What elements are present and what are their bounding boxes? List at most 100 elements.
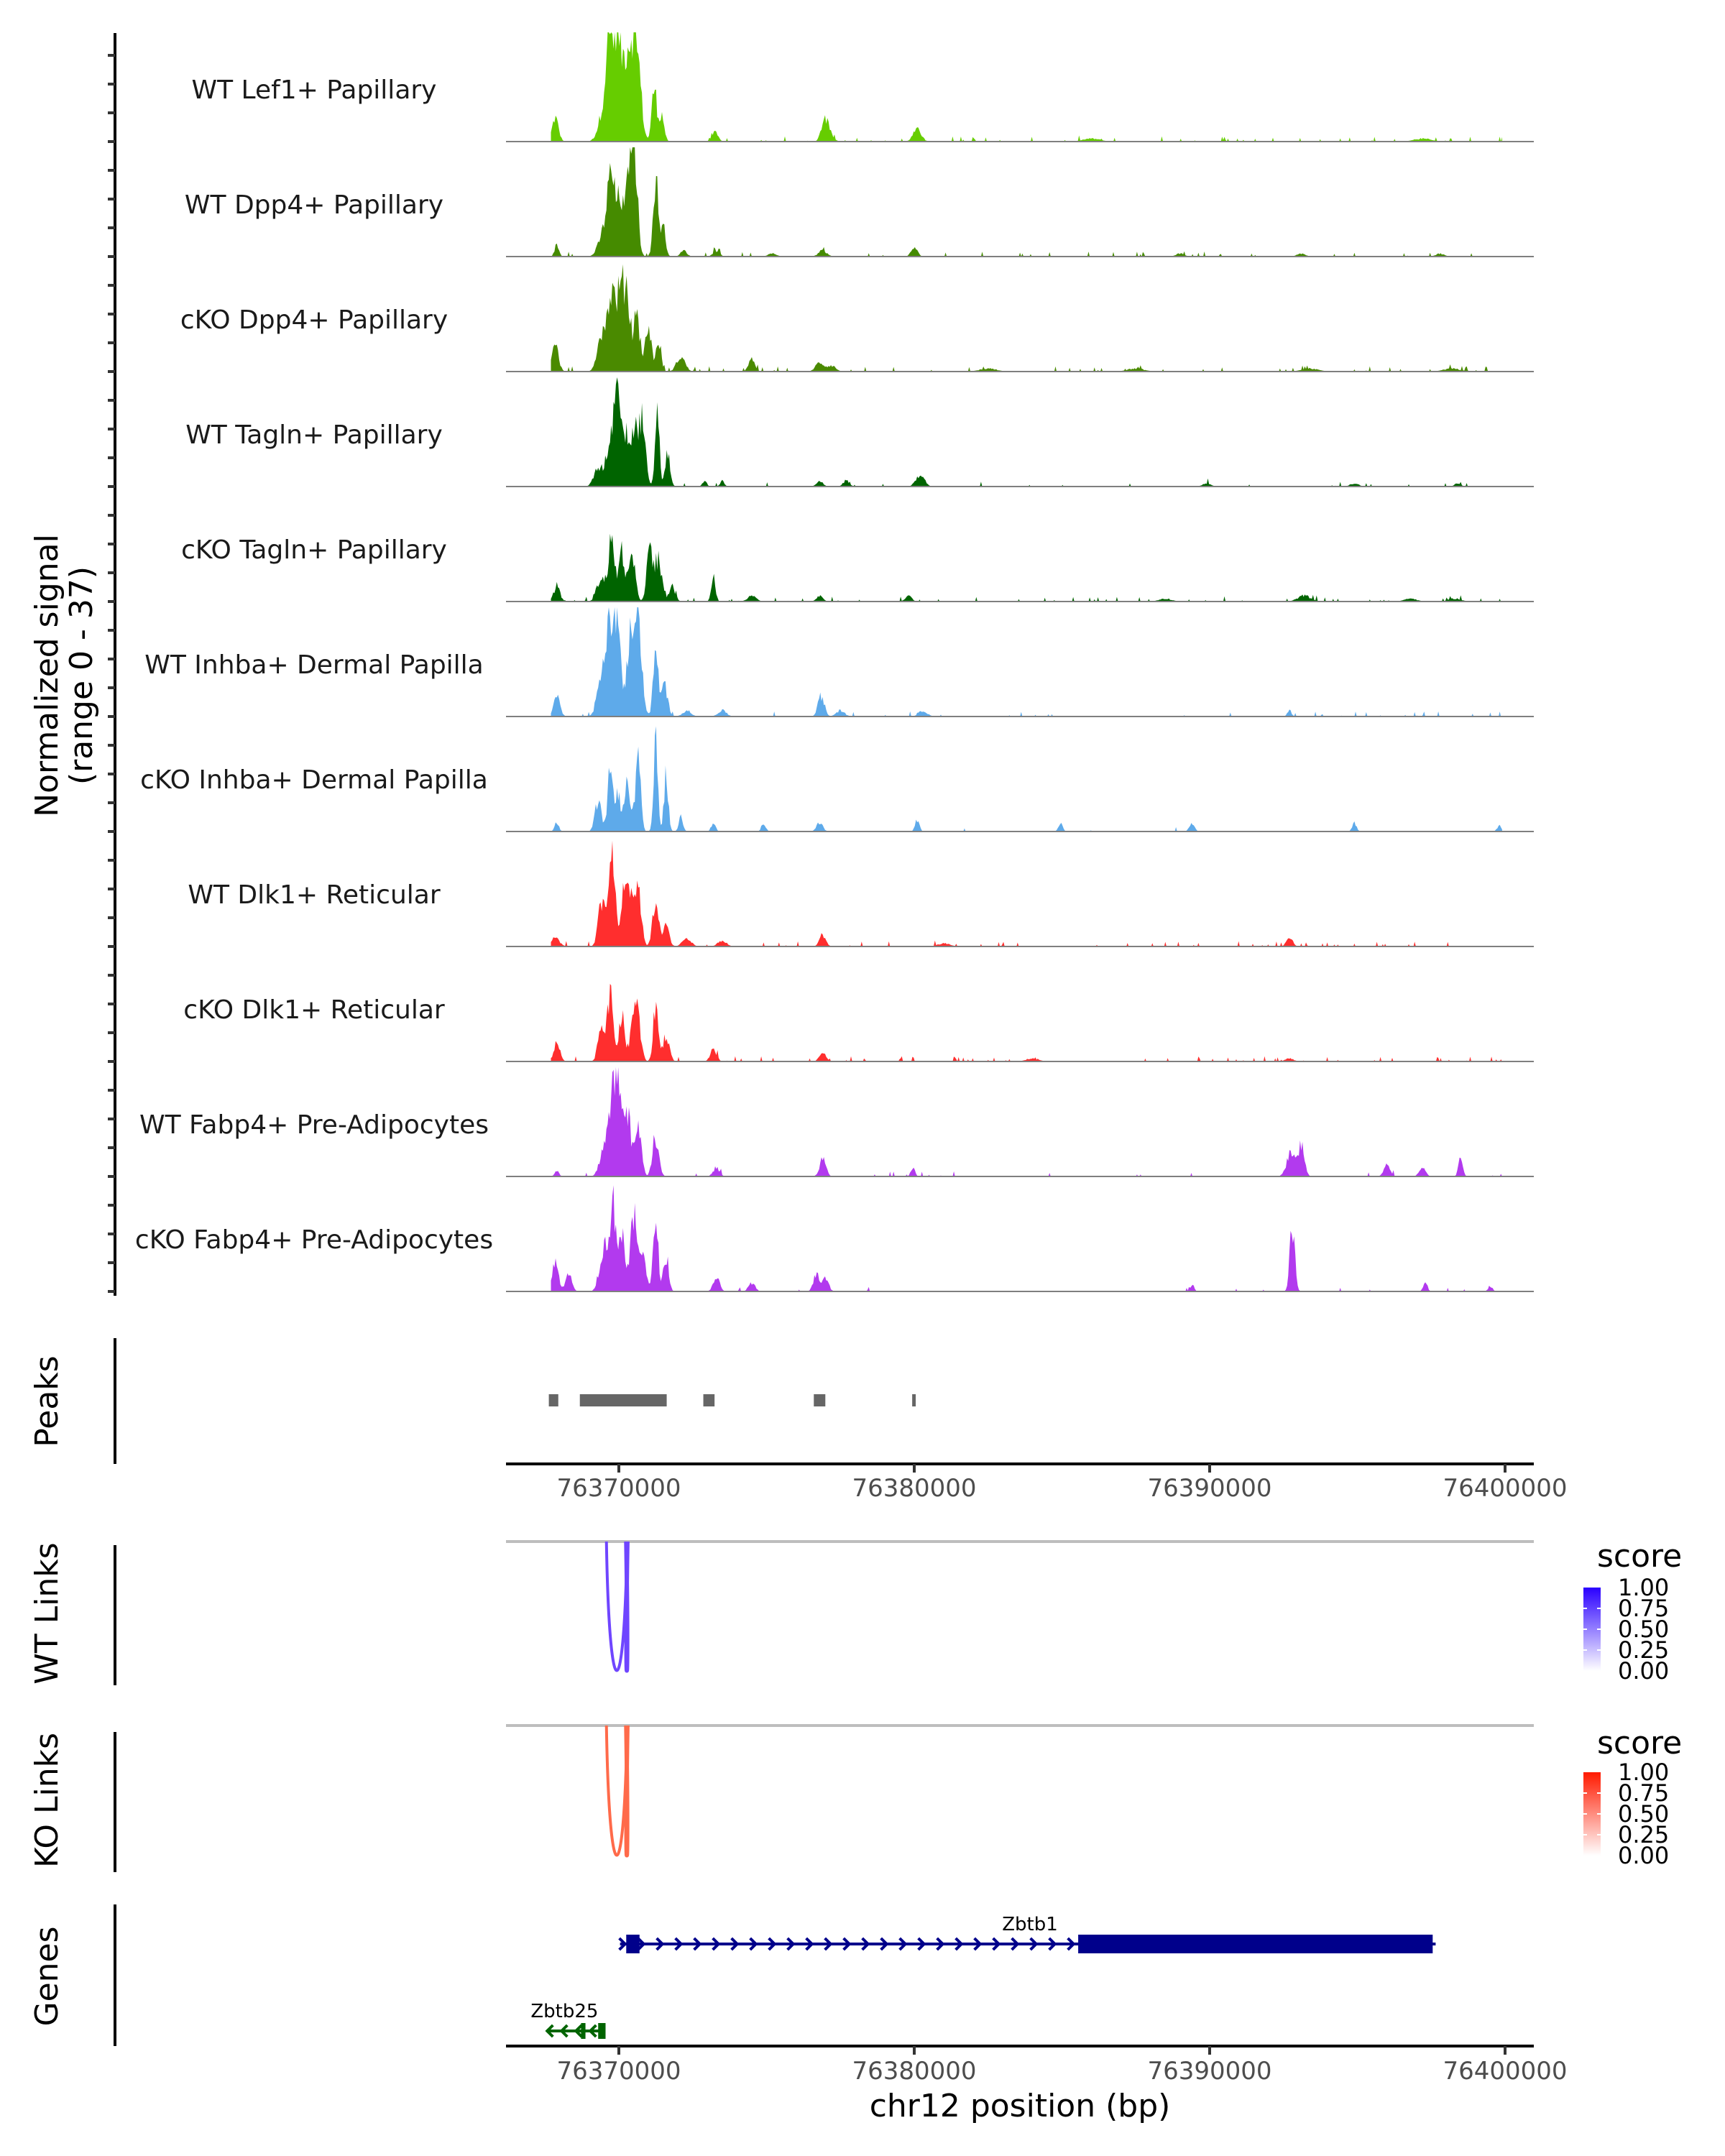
coverage-track: WT Dlk1+ Reticular — [188, 840, 1534, 947]
coverage-area — [551, 1067, 1502, 1176]
track-label: WT Tagln+ Papillary — [185, 420, 443, 450]
coverage-y-label-line1: Normalized signal — [29, 534, 65, 817]
track-label: WT Dlk1+ Reticular — [188, 880, 440, 910]
genes-x-tick-label: 76370000 — [556, 2057, 681, 2086]
strand-arrow — [637, 1937, 646, 1951]
peak-region — [703, 1394, 715, 1406]
coverage-track: cKO Dlk1+ Reticular — [183, 984, 1534, 1062]
coverage-area — [551, 377, 1502, 487]
strand-arrow — [898, 1937, 908, 1951]
coverage-track: WT Tagln+ Papillary — [185, 377, 1534, 487]
peaks-x-tick-label: 76400000 — [1443, 1474, 1567, 1503]
peaks-label: Peaks — [29, 1355, 65, 1447]
strand-arrow — [992, 1937, 1001, 1951]
coverage-track: cKO Dpp4+ Papillary — [180, 264, 1534, 372]
legend-tick-label: 1.00 — [1618, 1574, 1669, 1601]
track-label: cKO Fabp4+ Pre-Adipocytes — [135, 1225, 493, 1255]
strand-arrow — [618, 1937, 627, 1951]
link-arc — [624, 1725, 630, 1858]
strand-arrow — [1067, 1937, 1076, 1951]
gene-model: Zbtb1 — [618, 1914, 1436, 1953]
legend-tick-label: 0.00 — [1618, 1657, 1669, 1685]
genes-label: Genes — [29, 1926, 65, 2026]
coverage-panel: WT Lef1+ Papillary WT Dpp4+ Papillary cKO … — [29, 32, 1534, 1296]
legend-tick-label: 0.75 — [1618, 1779, 1669, 1807]
strand-arrow — [880, 1937, 889, 1951]
coverage-track: WT Fabp4+ Pre-Adipocytes — [139, 1067, 1534, 1177]
strand-arrow — [936, 1937, 945, 1951]
strand-arrow — [1048, 1937, 1057, 1951]
strand-arrow — [712, 1937, 721, 1951]
legend-tick-label: 0.25 — [1618, 1636, 1669, 1664]
gene-name-label: Zbtb25 — [530, 2001, 598, 2022]
peaks-x-tick-label: 76370000 — [556, 1474, 681, 1503]
coverage-track: cKO Inhba+ Dermal Papilla — [140, 726, 1534, 832]
peak-region — [912, 1394, 916, 1406]
gene-exon — [581, 2023, 586, 2039]
strand-arrow — [656, 1937, 665, 1951]
peaks-panel: Peaks 76370000 76380000 76390000 76400000 — [29, 1338, 1568, 1503]
coverage-area — [551, 840, 1502, 946]
strand-arrow — [1011, 1937, 1020, 1951]
x-axis-title: chr12 position (bp) — [870, 2088, 1171, 2124]
gene-exon — [626, 1935, 640, 1953]
legend-tick-label: 1.00 — [1618, 1759, 1669, 1786]
legend-tick-label: 0.00 — [1618, 1842, 1669, 1869]
strand-arrow — [1029, 1937, 1039, 1951]
links-label: WT Links — [29, 1542, 65, 1684]
genes-x-tick-label: 76380000 — [852, 2057, 976, 2086]
genes-x-ticks: 76370000 76380000 76390000 76400000 — [556, 2046, 1568, 2086]
peaks-x-tick-label: 76390000 — [1147, 1474, 1271, 1503]
coverage-track: cKO Fabp4+ Pre-Adipocytes — [135, 1185, 1534, 1292]
strand-arrow — [805, 1937, 814, 1951]
gene-exon — [598, 2023, 606, 2039]
strand-arrow — [559, 2024, 569, 2038]
genes-panel: Genes Zbtb1 Zbtb25 76370000 76380000 763900… — [29, 1904, 1568, 2124]
links-label: KO Links — [29, 1733, 65, 1868]
track-label: WT Dpp4+ Papillary — [185, 190, 443, 220]
coverage-area — [551, 147, 1502, 257]
coverage-area — [551, 726, 1502, 831]
peaks-x-tick-label: 76380000 — [852, 1474, 976, 1503]
genes-x-tick-label: 76400000 — [1443, 2057, 1567, 2086]
gene-model: Zbtb25 — [530, 2001, 606, 2039]
peak-region — [548, 1394, 558, 1406]
legend-tick-label: 0.50 — [1618, 1800, 1669, 1828]
strand-arrow — [588, 2024, 597, 2038]
track-label: WT Fabp4+ Pre-Adipocytes — [139, 1110, 489, 1140]
coverage-track: WT Dpp4+ Papillary — [185, 147, 1534, 257]
track-label: cKO Inhba+ Dermal Papilla — [140, 765, 488, 795]
strand-arrow — [545, 2024, 554, 2038]
track-label: cKO Tagln+ Papillary — [181, 535, 447, 565]
coverage-tracks: WT Lef1+ Papillary WT Dpp4+ Papillary cKO … — [135, 32, 1534, 1292]
coverage-area — [551, 1185, 1502, 1291]
gene-name-label: Zbtb1 — [1002, 1914, 1058, 1935]
peak-region — [579, 1394, 667, 1406]
strand-arrow — [973, 1937, 983, 1951]
track-label: cKO Dpp4+ Papillary — [180, 305, 448, 335]
legend-tick-label: 0.50 — [1618, 1616, 1669, 1643]
coverage-area — [551, 533, 1502, 602]
coverage-track: cKO Tagln+ Papillary — [181, 533, 1534, 602]
track-label: WT Lef1+ Papillary — [192, 75, 437, 105]
strand-arrow — [730, 1937, 740, 1951]
strand-arrow — [693, 1937, 702, 1951]
strand-arrow — [749, 1937, 758, 1951]
strand-arrow — [768, 1937, 777, 1951]
strand-arrow — [917, 1937, 926, 1951]
link-arc — [624, 1541, 630, 1673]
strand-arrow — [574, 2024, 583, 2038]
link-arc — [604, 1725, 629, 1857]
strand-arrow — [674, 1937, 684, 1951]
peak-region — [814, 1394, 826, 1406]
legend-tick-label: 0.75 — [1618, 1595, 1669, 1622]
track-label: cKO Dlk1+ Reticular — [183, 995, 445, 1025]
coverage-area — [551, 984, 1502, 1061]
strand-arrow — [954, 1937, 964, 1951]
peak-regions — [548, 1394, 916, 1406]
